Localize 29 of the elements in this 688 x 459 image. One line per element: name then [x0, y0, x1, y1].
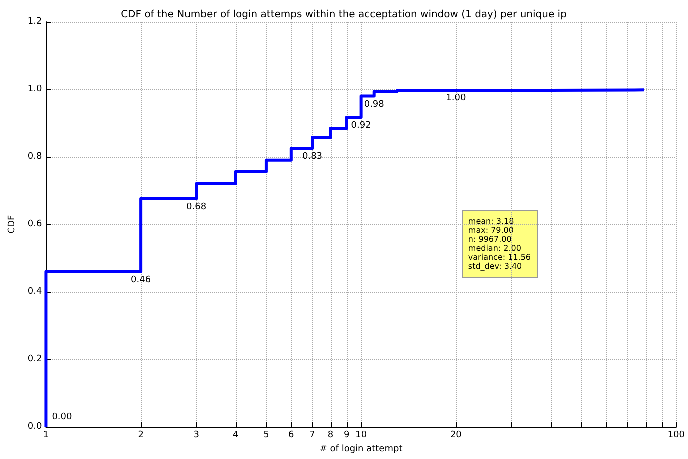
y-tick-label: 0.8: [28, 152, 42, 162]
x-tick-label: 6: [288, 430, 295, 440]
y-tick-label: 1.2: [28, 17, 42, 27]
x-tick-label: 9: [344, 430, 350, 440]
x-tick-label: 2: [138, 430, 144, 440]
x-tick-label: 3: [194, 430, 200, 440]
x-tick-label: 1: [43, 430, 50, 440]
x-axis-title: # of login attempt: [320, 444, 404, 454]
annotation: 0.68: [186, 202, 207, 212]
y-tick-label: 0.6: [28, 220, 42, 230]
x-tick-label: 20: [450, 430, 462, 440]
x-tick-label: 4: [233, 430, 240, 440]
annotation: 0.83: [302, 152, 323, 162]
x-tick-label: 5: [264, 430, 270, 440]
y-axis-title: CDF: [8, 215, 18, 234]
y-tick-label: 0.4: [28, 287, 42, 297]
annotation: 1.00: [446, 94, 466, 104]
annotation: 0.46: [131, 275, 152, 286]
x-tick-label: 7: [310, 430, 316, 440]
y-tick-label: 0.2: [28, 354, 42, 364]
x-tick-label: 100: [668, 430, 686, 440]
annotation: 0.92: [351, 121, 372, 132]
chart-title: CDF of the Number of login attemps within the acceptation window (1 day) per unique ip: [121, 10, 567, 20]
x-tick-label: 8: [328, 430, 334, 440]
y-tick-label: 1.0: [28, 84, 42, 94]
y-tick-label: 0.0: [28, 422, 42, 432]
x-tick-label: 10: [356, 430, 368, 440]
annotation: 0.00: [52, 412, 73, 422]
annotation: 0.98: [364, 100, 385, 110]
